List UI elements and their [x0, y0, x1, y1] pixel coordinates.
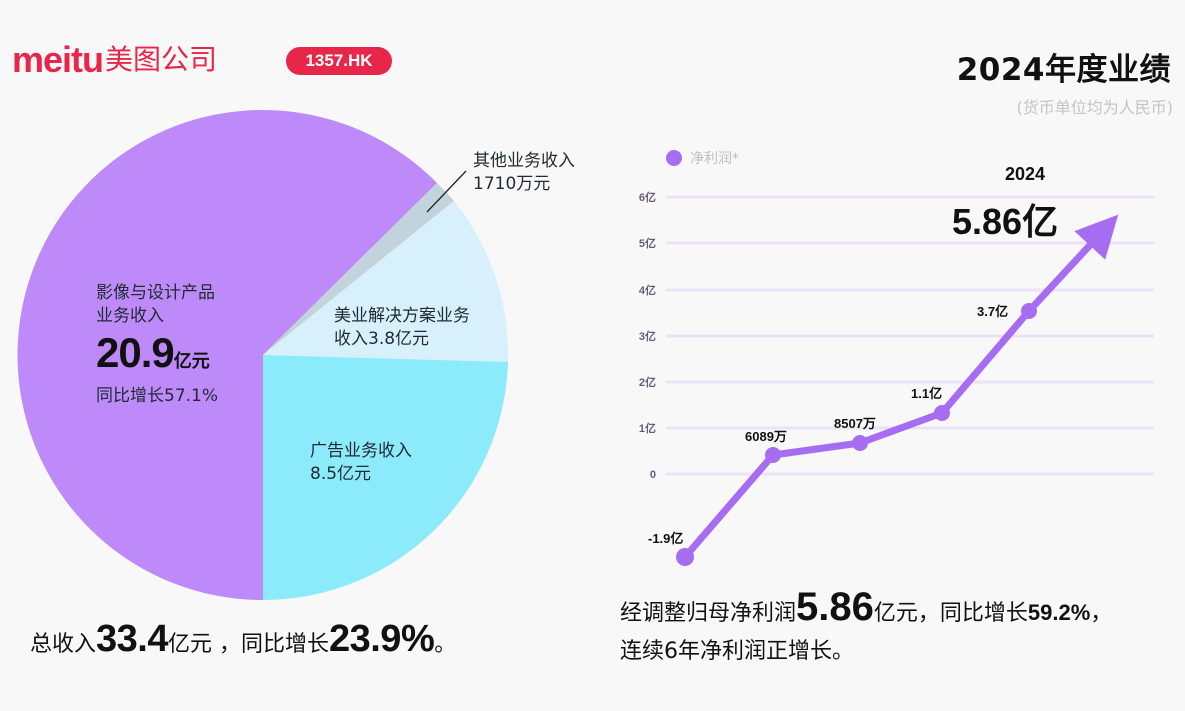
- revenue-summary-unit: 亿元 ，同比增长: [167, 632, 329, 657]
- page-title: 2024年度业绩: [956, 52, 1171, 88]
- highlight-value: 5.86亿: [952, 201, 1059, 242]
- label-2019: -1.9亿: [648, 531, 683, 546]
- profit-growth-value: 59.2%: [1027, 600, 1091, 625]
- y-tick-6: 6亿: [639, 190, 656, 204]
- pie-slice-other: [263, 183, 454, 355]
- stock-ticker-badge: 1357.HK: [286, 47, 392, 75]
- currency-note: (货币单位均为人民币): [1016, 98, 1174, 117]
- data-points: [676, 303, 1037, 566]
- imaging-growth: 同比增长57.1%: [96, 386, 219, 406]
- legend-dot-icon: [666, 150, 682, 166]
- other-leader-line: [426, 170, 467, 213]
- y-tick-5: 5亿: [639, 236, 656, 250]
- beauty-label-line1: 美业解决方案业务: [334, 306, 470, 326]
- profit-summary-prefix: 经调整归母净利润: [620, 601, 797, 626]
- data-labels: -1.9亿 6089万 8507万 1.1亿 3.7亿: [648, 304, 1008, 546]
- y-tick-0: 0: [650, 469, 656, 481]
- advertising-label-line1: 广告业务收入: [310, 441, 412, 461]
- imaging-unit: 亿元: [173, 351, 210, 372]
- imaging-value: 20.9: [96, 329, 175, 376]
- growth-arrow: [1026, 214, 1119, 314]
- profit-summary-line1: 经调整归母净利润5.86亿元，同比增长59.2%，: [620, 585, 1113, 633]
- point-2022: [934, 405, 950, 421]
- revenue-pie-chart: [17, 110, 509, 601]
- other-label-line1: 其他业务收入: [473, 151, 575, 171]
- pie-slice-beauty: [263, 201, 509, 362]
- profit-summary-mid: 亿元，同比增长: [873, 601, 1028, 626]
- label-2021: 8507万: [834, 416, 876, 431]
- net-profit-line: [681, 307, 1033, 561]
- total-revenue-value: 33.4: [96, 618, 168, 660]
- imaging-label-line1: 影像与设计产品: [96, 283, 215, 303]
- imaging-label-line2: 业务收入: [96, 306, 164, 326]
- y-tick-1: 1亿: [639, 421, 656, 435]
- revenue-summary: 总收入 33.4 亿元 ，同比增长 23.9% 。: [30, 618, 456, 661]
- meitu-logo: meitu 美图公司: [12, 40, 217, 80]
- y-tick-4: 4亿: [639, 283, 656, 297]
- other-label-line2: 1710万元: [473, 174, 551, 194]
- profit-summary-suffix: ，: [1090, 601, 1113, 626]
- y-tick-3: 3亿: [639, 329, 656, 343]
- point-2023: [1021, 303, 1037, 319]
- advertising-label-line2: 8.5亿元: [310, 464, 372, 484]
- point-2021: [852, 435, 868, 451]
- label-2022: 1.1亿: [911, 386, 942, 401]
- point-2020: [765, 447, 781, 463]
- label-2020: 6089万: [745, 429, 787, 444]
- revenue-growth-value: 23.9%: [328, 618, 435, 660]
- highlight-year: 2024: [1004, 164, 1046, 184]
- advertising-label: 广告业务收入 8.5亿元: [310, 440, 412, 486]
- legend-label: 净利润*: [690, 151, 739, 167]
- line-chart-legend: 净利润*: [666, 148, 739, 168]
- profit-summary: 经调整归母净利润5.86亿元，同比增长59.2%， 连续6年净利润正增长。: [620, 585, 1113, 671]
- adjusted-profit-value: 5.86: [796, 585, 874, 629]
- imaging-value-row: 20.9亿元: [96, 330, 218, 385]
- imaging-label: 影像与设计产品 业务收入 20.9亿元 同比增长57.1%: [96, 282, 218, 408]
- revenue-summary-prefix: 总收入: [30, 632, 97, 657]
- label-2023: 3.7亿: [977, 304, 1008, 319]
- net-profit-line-chart: 6亿 5亿 4亿 3亿 2亿 1亿 0 -1.9亿 6089万 8507万 1.…: [639, 190, 1154, 566]
- pie-slice-imaging: [17, 110, 438, 601]
- gridlines: [666, 195, 1154, 476]
- other-label: 其他业务收入 1710万元: [473, 150, 575, 196]
- revenue-summary-suffix: 。: [434, 632, 457, 657]
- logo-latin-text: meitu: [12, 39, 104, 80]
- pie-slice-advertising: [263, 355, 508, 600]
- point-2019: [676, 548, 694, 566]
- beauty-label-line2: 收入3.8亿元: [334, 329, 430, 349]
- logo-chinese-text: 美图公司: [105, 43, 218, 76]
- y-tick-2: 2亿: [639, 375, 656, 389]
- y-axis-ticks: 6亿 5亿 4亿 3亿 2亿 1亿 0: [639, 190, 656, 481]
- beauty-label: 美业解决方案业务 收入3.8亿元: [334, 305, 470, 351]
- profit-summary-line2: 连续6年净利润正增长。: [620, 639, 854, 664]
